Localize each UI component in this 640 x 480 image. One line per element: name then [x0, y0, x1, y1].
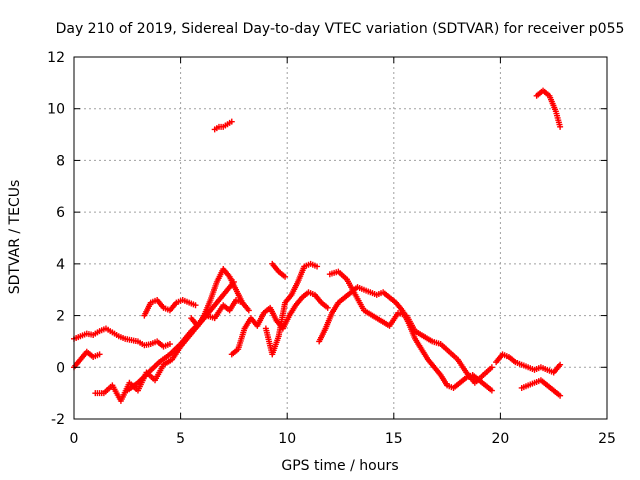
y-tick-label: 4 [56, 257, 65, 273]
data-point [228, 118, 235, 125]
series-arc-12 [326, 268, 495, 386]
data-point [324, 304, 331, 311]
data-point [557, 361, 564, 368]
series-arc-3 [92, 297, 246, 404]
series-arc-7 [211, 118, 235, 133]
x-axis-label: GPS time / hours [281, 458, 398, 474]
series-arc-14 [518, 377, 564, 399]
series-arc-13 [493, 351, 564, 376]
y-tick-label: 6 [56, 205, 65, 221]
series-arc-5 [141, 297, 199, 319]
y-tick-label: 10 [47, 102, 65, 118]
chart-title: Day 210 of 2019, Sidereal Day-to-day VTE… [56, 21, 625, 37]
y-tick-label: 2 [56, 309, 65, 325]
grid [74, 57, 607, 419]
data-points [71, 87, 564, 404]
y-tick-label: -2 [51, 412, 65, 428]
data-point [245, 307, 252, 314]
axes: 0 5 10 15 20 25 -2 0 2 4 6 8 10 12 [47, 50, 616, 447]
y-axis-label: SDTVAR / TECUs [7, 180, 23, 295]
x-tick-label: 5 [176, 431, 185, 447]
series-arc-11 [316, 284, 495, 394]
plot-frame [73, 56, 608, 420]
data-point [314, 263, 321, 270]
series-arc-8 [228, 289, 331, 358]
data-point [282, 273, 289, 280]
x-tick-label: 15 [385, 431, 403, 447]
data-point [557, 123, 564, 130]
series-arc-9 [262, 260, 321, 358]
series-arc-15 [533, 87, 564, 130]
data-point [488, 364, 495, 371]
y-tick-label: 8 [56, 153, 65, 169]
x-tick-label: 25 [598, 431, 616, 447]
y-tick-label: 0 [56, 360, 65, 376]
data-point [96, 351, 103, 358]
series-arc-10 [269, 260, 289, 280]
series-arc-4 [124, 278, 237, 394]
series-arc-1 [71, 325, 173, 350]
data-point [192, 302, 199, 309]
series-arc-6 [188, 266, 252, 329]
x-tick-label: 0 [70, 431, 79, 447]
data-point [166, 341, 173, 348]
x-tick-label: 10 [278, 431, 296, 447]
y-tick-label: 12 [47, 50, 65, 66]
x-tick-label: 20 [491, 431, 509, 447]
series-arc-2 [71, 348, 103, 371]
data-point [557, 392, 564, 399]
data-point [488, 387, 495, 394]
